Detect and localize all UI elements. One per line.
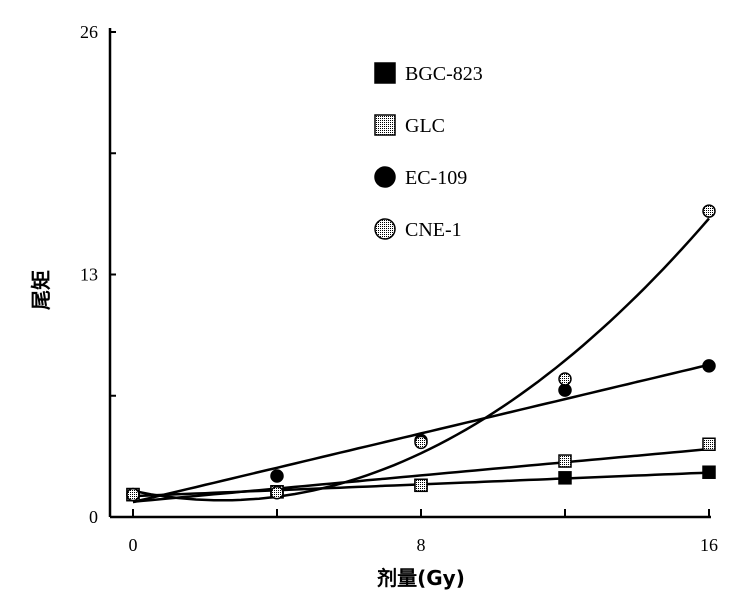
x-tick-label: 16 — [700, 535, 718, 555]
axes: 0 8 16 0 13 26 — [80, 22, 718, 555]
legend-marker-bgc-823 — [374, 62, 396, 84]
fit-line-cne-1 — [132, 217, 710, 502]
legend-label-cne-1: CNE-1 — [405, 219, 462, 241]
data-point-ec-109 — [702, 359, 716, 373]
legend-label-ec-109: EC-109 — [405, 167, 467, 189]
legend-label-glc: GLC — [405, 115, 445, 137]
data-point-ec-109 — [270, 469, 284, 483]
data-point-bgc-823 — [558, 471, 572, 485]
fit-line-glc — [132, 447, 710, 503]
y-tick-label: 13 — [80, 265, 98, 285]
data-points — [126, 204, 716, 502]
legend-marker-cne-1 — [374, 218, 396, 240]
data-point-cne-1 — [702, 204, 716, 218]
x-axis-label: 剂量(Gy) — [377, 566, 465, 590]
fit-lines — [132, 217, 710, 504]
x-tick-label: 8 — [417, 535, 426, 555]
data-point-cne-1 — [126, 487, 140, 502]
legend-label-bgc-823: BGC-823 — [405, 63, 483, 85]
legend: BGC-823 GLC EC-109 CNE-1 — [374, 62, 483, 241]
data-point-glc — [558, 454, 572, 468]
data-point-bgc-823 — [702, 465, 716, 479]
data-point-cne-1 — [414, 435, 428, 450]
legend-marker-glc — [374, 114, 396, 136]
data-point-ec-109 — [558, 383, 572, 397]
data-point-cne-1 — [270, 486, 284, 500]
legend-marker-ec-109 — [374, 166, 396, 188]
x-tick-label: 0 — [129, 535, 138, 555]
data-point-glc — [414, 478, 428, 493]
data-point-cne-1 — [558, 372, 572, 386]
y-tick-label: 0 — [89, 507, 98, 527]
data-point-glc — [702, 437, 716, 451]
fit-line-ec-109 — [132, 363, 710, 504]
y-tick-label: 26 — [80, 22, 98, 42]
y-axis-label: 尾矩 — [29, 270, 53, 310]
